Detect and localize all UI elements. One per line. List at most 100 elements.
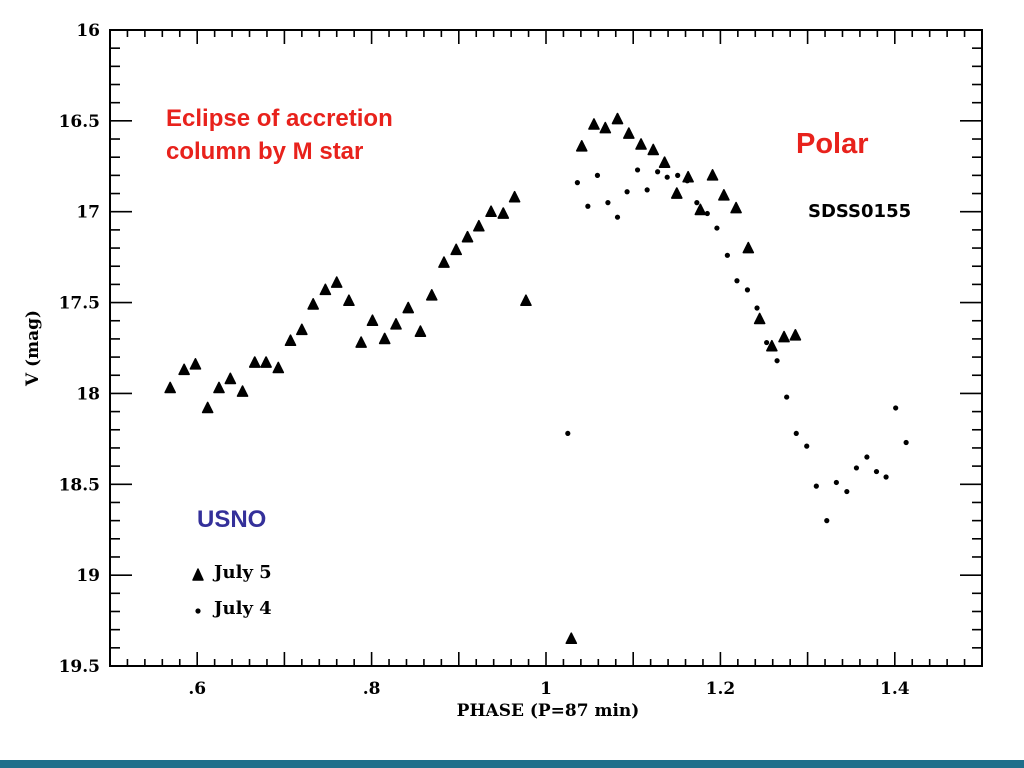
triangle-point: July 5: 0.92, 17.08 — [473, 219, 485, 232]
triangle-point: July 5: 0.87, 17.46 — [425, 289, 438, 301]
triangle-point: July 5: 1.18, 16.99 — [694, 203, 707, 216]
dot-marker-icon — [195, 608, 201, 614]
x-tick-label: 1.2 — [706, 679, 736, 699]
triangle-point: July 5: 0.61, 18.08 — [201, 401, 214, 414]
triangle-point: July 5: 0.65, 17.99 — [236, 385, 249, 397]
dot-point: July 4: 1.39, 18.46 — [883, 474, 889, 480]
dot-point: July 4: 1.14, 16.81 — [664, 174, 670, 180]
dot-point: July 4: 1.26, 17.82 — [774, 358, 780, 364]
dot-point: July 4: 1.17, 16.95 — [694, 200, 700, 206]
triangle-point: July 5: 0.77, 17.49 — [343, 294, 355, 307]
dot-point: July 4: 1.4, 18.08 — [893, 405, 899, 411]
triangle-point: July 5: 0.8, 17.6 — [366, 314, 379, 327]
dot-point: July 4: 1.32, 18.7 — [824, 518, 830, 524]
object-name-label: SDSS0155 — [808, 201, 912, 222]
y-tick-label: 17.5 — [59, 294, 100, 314]
dot-point: July 4: 1.16, 16.83 — [684, 178, 690, 184]
y-tick-label: 18 — [76, 384, 100, 404]
triangle-point: July 5: 0.57, 17.97 — [164, 381, 176, 394]
dot-point: July 4: 1.31, 18.51 — [813, 483, 819, 489]
data-marks: July 5: 0.57, 17.97July 5: 0.59, 17.87Ju… — [164, 112, 909, 645]
triangle-point: July 5: 0.76, 17.39 — [330, 276, 343, 288]
triangle-point: July 5: 1.06, 16.52 — [588, 118, 600, 130]
triangle-point: July 5: 1.08, 16.49 — [611, 112, 624, 125]
dot-point: July 4: 1.21, 17.24 — [724, 252, 730, 258]
y-tick-label: 18.5 — [59, 475, 100, 495]
triangle-point: July 5: 0.86, 17.66 — [414, 325, 427, 337]
triangle-point: July 5: 1.2, 16.91 — [718, 189, 730, 201]
y-axis-title: V (mag) — [23, 310, 43, 387]
dot-point: July 4: 1.11, 16.77 — [634, 167, 641, 173]
triangle-point: July 5: 0.98, 17.49 — [520, 294, 532, 307]
dot-point: July 4: 1.29, 18.22 — [793, 430, 799, 437]
legend-item-july5: July 5 — [188, 562, 328, 598]
dot-point: July 4: 1.12, 16.88 — [644, 187, 650, 193]
dot-point: July 4: 1.23, 17.43 — [744, 287, 751, 293]
dot-point: July 4: 1.15, 16.8 — [675, 172, 681, 178]
triangle-point: July 5: 0.94, 17 — [485, 205, 497, 218]
triangle-point: July 5: 0.79, 17.72 — [355, 336, 367, 348]
x-tick-label: 1 — [540, 679, 552, 699]
triangle-point: July 5: 1.14, 16.73 — [658, 156, 671, 168]
triangle-point: July 5: 0.6, 17.84 — [189, 358, 202, 370]
y-tick-label: 16.5 — [59, 112, 100, 132]
polar-annotation: Polar — [796, 128, 869, 160]
dot-point: July 4: 1.08, 17.03 — [614, 214, 621, 220]
dot-point: July 4: 1.28, 18.02 — [784, 394, 790, 400]
triangle-point: July 5: 0.75, 17.43 — [319, 283, 332, 296]
triangle-point: July 5: 0.84, 17.53 — [402, 301, 415, 314]
eclipse-annotation: Eclipse of accretion column by M star — [166, 105, 393, 165]
dot-point: July 4: 1.06, 16.8 — [594, 172, 601, 178]
dot-point: July 4: 1.33, 18.49 — [833, 479, 839, 486]
dot-point: July 4: 1.38, 18.43 — [873, 468, 880, 475]
triangle-point: July 5: 1.12, 16.66 — [647, 143, 660, 156]
dot-point: July 4: 1.41, 18.27 — [903, 439, 909, 446]
triangle-point: July 5: 0.67, 17.83 — [248, 356, 261, 368]
triangle-point: July 5: 0.88, 17.28 — [438, 256, 450, 268]
triangle-point: July 5: 1.1, 16.57 — [623, 127, 635, 139]
triangle-point: July 5: 1.27, 17.69 — [778, 330, 790, 343]
dot-point: July 4: 1.22, 17.38 — [734, 278, 740, 284]
triangle-point: July 5: 0.82, 17.7 — [378, 332, 391, 345]
series-july-4: July 4: 1.02, 18.22 July 4: 1.04, 16.84 Ju… — [565, 167, 909, 524]
triangle-point: July 5: 0.73, 17.51 — [307, 298, 319, 310]
triangle-point: July 5: 1.26, 17.74 — [766, 339, 778, 352]
triangle-point: July 5: 0.9, 17.21 — [450, 243, 462, 256]
dot-point: July 4: 1.3, 18.29 — [804, 443, 810, 449]
dot-point: July 4: 1.04, 16.84 — [574, 180, 580, 186]
triangle-point: July 5: 0.59, 17.87 — [178, 363, 190, 376]
triangle-point: July 5: 0.64, 17.92 — [224, 372, 237, 385]
dot-point: July 4: 1.13, 16.78 — [655, 169, 661, 175]
dot-point: July 4: 1.05, 16.97 — [585, 203, 591, 209]
x-tick-label: .6 — [188, 679, 206, 699]
y-tick-label: 19.5 — [59, 657, 100, 677]
x-axis-title: PHASE (P=87 min) — [457, 701, 640, 721]
dot-point: July 4: 1.07, 16.95 — [605, 200, 611, 206]
triangle-point: July 5: 1.25, 17.59 — [753, 312, 766, 325]
series-july-5: July 5: 0.57, 17.97July 5: 0.59, 17.87Ju… — [164, 112, 802, 645]
dot-point: July 4: 1.25, 17.72 — [764, 339, 770, 346]
observatory-label: USNO — [197, 506, 267, 533]
triangle-point: July 5: 0.91, 17.14 — [461, 230, 474, 243]
dot-point: July 4: 1.24, 17.53 — [754, 305, 760, 311]
triangle-point: July 5: 0.96, 16.92 — [508, 190, 521, 203]
triangle-point: July 5: 1.19, 16.8 — [706, 169, 719, 181]
triangle-point: July 5: 0.83, 17.62 — [390, 318, 402, 330]
triangle-point: July 5: 1.03, 19.35 — [565, 632, 578, 645]
triangle-point: July 5: 1.15, 16.9 — [671, 187, 683, 199]
legend-label: July 4 — [214, 598, 272, 619]
y-tick-label: 19 — [76, 566, 100, 586]
triangle-point: July 5: 0.72, 17.65 — [296, 323, 308, 336]
triangle-point: July 5: 1.11, 16.63 — [635, 138, 647, 150]
triangle-point: July 5: 1.29, 17.68 — [789, 328, 802, 341]
triangle-point: July 5: 0.69, 17.86 — [272, 361, 285, 374]
triangle-point: July 5: 1.04, 16.64 — [575, 139, 588, 152]
legend: July 5 July 4 — [188, 562, 328, 634]
legend-item-july4: July 4 — [188, 598, 328, 634]
triangle-point: July 5: 0.95, 17.01 — [497, 207, 510, 219]
triangle-point: July 5: 0.71, 17.71 — [284, 334, 297, 347]
footer-bar — [0, 760, 1024, 768]
dot-point: July 4: 1.37, 18.35 — [864, 454, 870, 460]
dot-point: July 4: 1.35, 18.54 — [844, 488, 850, 495]
